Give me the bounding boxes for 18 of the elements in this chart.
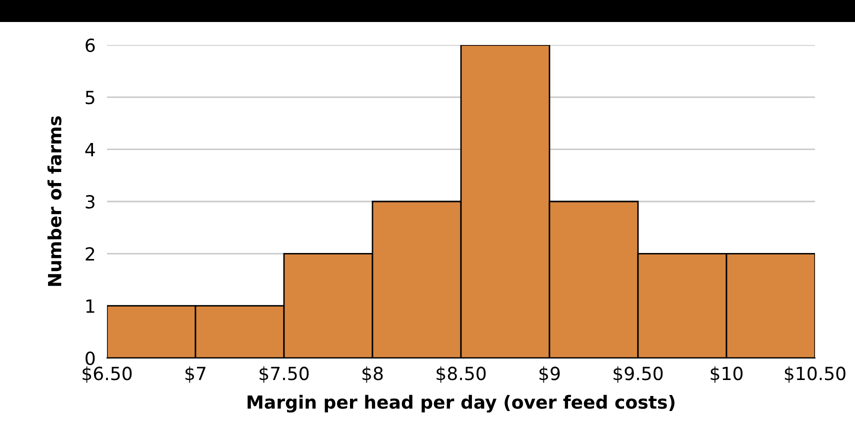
y-tick-label: 1 xyxy=(86,300,94,313)
y-tick-label: 0 xyxy=(86,351,95,366)
x-tick-label: $7.50 xyxy=(260,366,309,383)
x-tick-label: $8.50 xyxy=(436,366,486,383)
y-tick-label: 6 xyxy=(86,38,95,52)
y-tick-label: 4 xyxy=(85,143,95,156)
x-tick-label: $9.50 xyxy=(614,366,663,383)
x-tick-label: $10 xyxy=(710,366,743,383)
x-tick-label: $10.50 xyxy=(784,366,846,383)
x-tick-label: $7 xyxy=(186,366,206,383)
x-tick-label: $9 xyxy=(540,366,560,383)
x-axis-title: Margin per head per day (over feed costs) xyxy=(248,394,674,413)
y-tick-label: 2 xyxy=(86,247,94,261)
y-tick-label: 3 xyxy=(86,194,94,209)
x-tick-label: $8 xyxy=(362,366,383,383)
y-axis-title: Number of farms xyxy=(47,116,62,286)
x-tick-label: $6.50 xyxy=(82,366,132,383)
y-tick-label: 5 xyxy=(86,90,94,104)
